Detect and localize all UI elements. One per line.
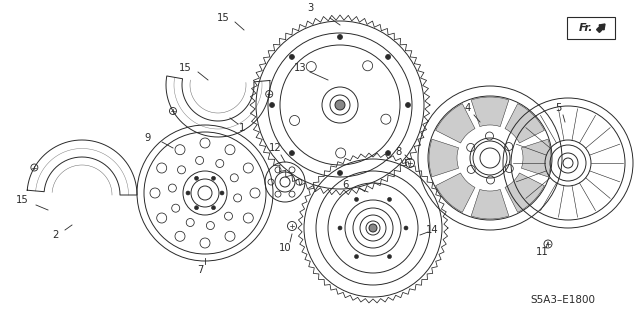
Circle shape [220, 191, 224, 195]
Wedge shape [436, 104, 475, 143]
Circle shape [369, 224, 377, 232]
Wedge shape [505, 173, 545, 212]
Circle shape [404, 226, 408, 230]
Circle shape [186, 191, 190, 195]
Circle shape [289, 151, 294, 156]
Circle shape [337, 35, 342, 39]
Text: 13: 13 [294, 63, 307, 73]
Wedge shape [436, 173, 475, 212]
Circle shape [385, 54, 390, 60]
Text: 4: 4 [465, 103, 471, 113]
Text: 10: 10 [278, 243, 291, 253]
Wedge shape [429, 139, 459, 177]
Circle shape [355, 197, 358, 201]
Circle shape [211, 176, 216, 180]
Text: 5: 5 [555, 103, 561, 113]
Text: 7: 7 [197, 265, 203, 275]
Circle shape [406, 102, 410, 108]
Text: 1: 1 [239, 123, 245, 133]
Text: Fr.: Fr. [579, 23, 593, 33]
Text: 12: 12 [269, 143, 282, 153]
Text: 11: 11 [536, 247, 548, 257]
Wedge shape [505, 104, 545, 143]
Text: 15: 15 [216, 13, 229, 23]
FancyArrow shape [596, 24, 605, 32]
Circle shape [211, 206, 216, 210]
Circle shape [195, 206, 198, 210]
Wedge shape [471, 97, 509, 127]
Circle shape [387, 255, 392, 259]
Circle shape [335, 100, 345, 110]
Circle shape [337, 171, 342, 175]
Circle shape [355, 255, 358, 259]
Circle shape [195, 176, 198, 180]
Circle shape [385, 151, 390, 156]
Circle shape [338, 226, 342, 230]
Text: 3: 3 [307, 3, 313, 13]
Text: 9: 9 [145, 133, 151, 143]
Text: 2: 2 [52, 230, 58, 240]
Text: 6: 6 [342, 180, 348, 190]
Circle shape [269, 102, 275, 108]
Text: 14: 14 [426, 225, 438, 235]
Text: 8: 8 [395, 147, 401, 157]
Text: 15: 15 [15, 195, 28, 205]
Circle shape [289, 54, 294, 60]
FancyBboxPatch shape [567, 17, 615, 39]
Text: S5A3–E1800: S5A3–E1800 [530, 295, 595, 305]
Wedge shape [471, 189, 509, 219]
Circle shape [387, 197, 392, 201]
Text: 15: 15 [179, 63, 191, 73]
Wedge shape [522, 139, 551, 177]
